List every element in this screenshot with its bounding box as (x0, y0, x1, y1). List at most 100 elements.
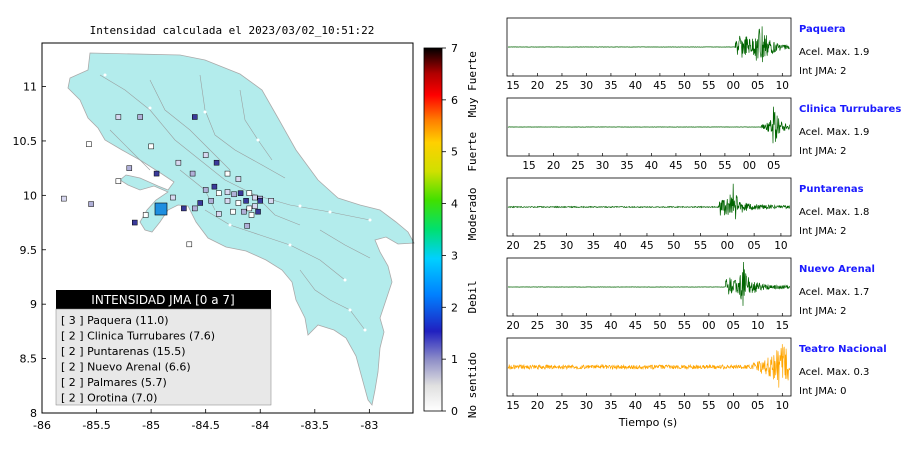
epicenter-marker (154, 202, 168, 216)
station-marker (175, 159, 182, 166)
waveform-tick-label: 35 (604, 400, 617, 412)
waveform-tick-label: 45 (653, 80, 666, 92)
waveform-tick-label: 50 (653, 320, 666, 332)
waveform-tick-label: 20 (547, 160, 560, 172)
waveform-tick-label: 15 (776, 320, 789, 332)
station-markers (61, 114, 274, 248)
max-acceleration: Acel. Max. 1.9 (799, 127, 869, 138)
colorbar: 0 1 2 3 4 5 6 7 No sentido Debil Moderado Fuerte Mu… (423, 42, 479, 418)
colorbar-tick-label: 3 (451, 249, 458, 262)
station-name: Nuevo Arenal (799, 264, 875, 275)
waveform-tick-label: 05 (747, 240, 760, 252)
waveform-tick-label: 40 (645, 160, 658, 172)
station-marker (246, 205, 253, 212)
station-marker (255, 208, 261, 215)
waveform-tick-label: 25 (533, 240, 546, 252)
waveform-panel: 15 20 25 30 35 40 45 50 55 00 05 10 Teatro Nacional A… (506, 337, 887, 412)
waveform-tick-label: 55 (702, 400, 715, 412)
map-x-axis: -86 -85.5 -85 -84.5 -84 -83.5 -83 (33, 409, 378, 432)
waveform-tick-label: 20 (531, 80, 544, 92)
road-network (99, 74, 371, 331)
station-marker (211, 183, 218, 190)
waveform-tick-label: 45 (640, 240, 653, 252)
waveform-panel: 15 20 25 30 35 40 45 50 55 00 05 Clinica Turrubares… (506, 97, 901, 172)
waveform-tick-label: 55 (678, 320, 691, 332)
station-marker (213, 159, 220, 166)
map-y-tick-label: 8.5 (20, 353, 38, 366)
legend-entry: [ 2 ] Puntarenas (15.5) (61, 345, 186, 358)
map-x-tick-label: -84.5 (191, 419, 219, 432)
waveform-tick-label: 25 (555, 80, 568, 92)
intensity-legend: INTENSIDAD JMA [0 a 7] [ 3 ] Paquera (11… (55, 290, 272, 406)
jma-intensity: Int JMA: 2 (799, 306, 847, 317)
station-marker (248, 212, 255, 218)
station-marker (216, 211, 222, 217)
max-acceleration: Acel. Max. 1.9 (799, 47, 869, 58)
waveform-panels: 15 20 25 30 35 40 45 50 55 00 05 10 Paquera Acel. Max… (506, 17, 901, 412)
colorbar-tick-label: 6 (451, 94, 458, 107)
station-marker (216, 190, 222, 196)
legend-entry: [ 3 ] Paquera (11.0) (61, 314, 169, 327)
station-marker (61, 195, 67, 202)
colorbar-ticks: 0 1 2 3 4 5 6 7 (442, 42, 458, 418)
station-marker (86, 141, 92, 147)
station-marker (115, 178, 122, 184)
map-axes-frame (41, 42, 414, 414)
station-marker (235, 176, 242, 182)
waveform-tick-label: 35 (604, 80, 617, 92)
station-marker (241, 208, 247, 215)
waveform-tick-label: 05 (727, 320, 740, 332)
waveform-trace (508, 261, 790, 306)
waveform-panel: 15 20 25 30 35 40 45 50 55 00 05 10 Paquera Acel. Max… (506, 17, 869, 92)
station-marker (243, 198, 249, 204)
station-marker (208, 198, 214, 204)
waveform-tick-label: 20 (506, 320, 519, 332)
town-dots (103, 73, 372, 332)
waveform-panel: 20 25 30 35 40 45 50 55 00 05 10 Puntarenas Acel. Ma… (506, 177, 869, 252)
waveform-tick-label: 45 (629, 320, 642, 332)
station-marker (186, 241, 193, 248)
station-marker (252, 203, 258, 209)
waveform-tick-label: 30 (596, 160, 609, 172)
colorbar-tick-label: 0 (451, 405, 458, 418)
waveform-tick-label: 40 (629, 80, 642, 92)
map-y-tick-label: 10 (23, 189, 37, 202)
map-y-tick-label: 10.5 (13, 135, 38, 148)
waveform-tick-label: 30 (580, 80, 593, 92)
waveform-trace (507, 344, 790, 388)
colorbar-tick-label: 7 (451, 42, 458, 55)
station-name: Clinica Turrubares (799, 104, 901, 115)
colorbar-category-label: Fuerte (466, 132, 479, 172)
station-marker (257, 198, 263, 204)
waveform-tick-label: 00 (721, 240, 734, 252)
waveform-tick-label: 50 (667, 240, 680, 252)
map-y-axis: 8 8.5 9 9.5 10 10.5 11 (13, 81, 46, 420)
waveform-tick-label: 30 (580, 400, 593, 412)
waveform-panel: 20 25 30 35 40 45 50 55 00 05 10 15 Nuevo Arenal Acel… (506, 257, 875, 332)
station-marker (268, 198, 274, 204)
map-x-tick-label: -83 (360, 419, 378, 432)
station-marker (148, 143, 154, 150)
colorbar-tick-label: 1 (451, 353, 458, 366)
waveform-tick-label: 00 (727, 400, 740, 412)
waveform-xlabel: Tiempo (s) (618, 416, 677, 429)
waveform-tick-label: 30 (560, 240, 573, 252)
station-name: Puntarenas (799, 184, 864, 195)
waveform-tick-label: 10 (776, 400, 789, 412)
waveform-tick-label: 55 (694, 240, 707, 252)
station-marker (88, 201, 94, 207)
waveform-tick-label: 55 (702, 80, 715, 92)
waveform-tick-label: 00 (743, 160, 756, 172)
station-marker (189, 170, 196, 177)
map-y-tick-label: 8 (30, 407, 37, 420)
waveform-tick-label: 35 (620, 160, 633, 172)
colorbar-tick-label: 4 (451, 198, 458, 211)
waveform-tick-label: 35 (580, 320, 593, 332)
map-x-tick-label: -83.5 (301, 419, 329, 432)
waveform-tick-label: 10 (774, 240, 787, 252)
waveform-tick-label: 15 (506, 80, 519, 92)
jma-intensity: Int JMA: 2 (799, 226, 847, 237)
station-marker (252, 194, 258, 201)
station-marker (224, 189, 231, 195)
colorbar-category-label: Muy Fuerte (466, 51, 479, 117)
